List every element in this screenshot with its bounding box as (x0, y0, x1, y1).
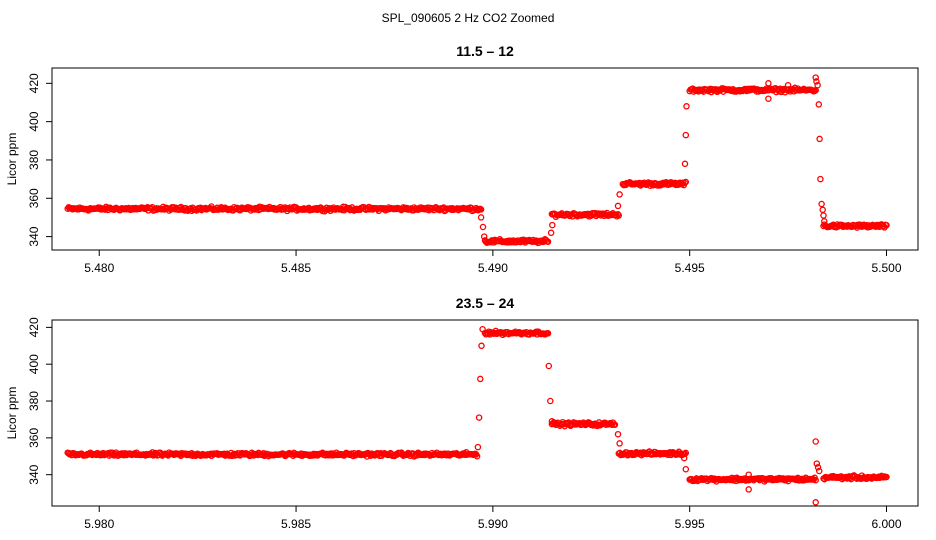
x-tick-label: 5.995 (675, 517, 705, 531)
series-segment-2 (481, 236, 552, 247)
y-axis-label: Licor ppm (5, 133, 19, 186)
data-point (765, 95, 772, 102)
x-tick-label: 5.485 (281, 261, 311, 275)
y-tick-label: 380 (27, 391, 41, 411)
data-point (474, 443, 482, 451)
x-tick-label: 5.980 (84, 517, 114, 531)
data-point (479, 223, 487, 231)
data-point (812, 74, 819, 81)
data-point (765, 80, 772, 87)
plot-frame (51, 67, 919, 251)
data-point (614, 202, 622, 210)
y-tick-label: 340 (27, 226, 41, 246)
data-point (480, 233, 488, 240)
series-segment-5 (686, 474, 819, 485)
data-point (784, 81, 792, 89)
data-point (813, 78, 820, 85)
data-point (682, 465, 690, 473)
data-point (680, 454, 688, 462)
series-segment-5 (686, 84, 819, 96)
x-tick-label: 5.495 (675, 261, 705, 275)
data-point (820, 212, 827, 219)
data-point (682, 178, 690, 186)
panel-title: 11.5 – 12 (456, 43, 514, 59)
data-point (812, 438, 819, 445)
y-tick-label: 400 (27, 354, 41, 374)
data-point (883, 473, 890, 481)
data-point (745, 471, 752, 478)
data-point (547, 397, 554, 405)
data-point (477, 214, 485, 221)
data-point (883, 221, 890, 229)
data-point (815, 467, 823, 475)
data-point (682, 131, 690, 139)
series-segment-6 (820, 221, 890, 231)
series-segment-1 (64, 449, 481, 460)
chart-panel-1: 11.5 – 12 Licor ppm 5.480 5.485 5.490 5.495 5.… (5, 43, 919, 275)
data-point (562, 420, 569, 427)
series-segment-1 (64, 203, 485, 215)
data-point (547, 229, 555, 237)
data-point (477, 206, 485, 213)
y-tick-label: 400 (27, 111, 41, 131)
series-segment-4 (615, 448, 690, 459)
data-point (745, 486, 752, 493)
x-tick-label: 5.500 (871, 261, 901, 275)
data-point (475, 414, 483, 421)
x-tick-label: 6.000 (871, 517, 901, 531)
data-point (821, 218, 828, 225)
y-tick-label: 360 (27, 428, 41, 448)
data-point (818, 200, 825, 208)
data-point (813, 460, 821, 467)
data-points (64, 325, 890, 506)
plot-frame (51, 319, 919, 507)
data-point (544, 330, 552, 337)
y-tick-label: 380 (27, 150, 41, 170)
data-point (549, 221, 556, 229)
x-tick-label: 5.985 (281, 517, 311, 531)
data-point (814, 81, 821, 89)
data-point (819, 206, 826, 214)
data-point (814, 464, 822, 471)
figure-title: SPL_090605 2 Hz CO2 Zoomed (382, 11, 555, 25)
x-tick-label: 5.990 (478, 517, 508, 531)
data-point (477, 375, 484, 383)
chart-panel-2: 23.5 – 24 Licor ppm 5.980 5.985 5.990 5.995 6.… (5, 295, 919, 531)
data-point (616, 440, 623, 447)
series-segment-3 (548, 209, 623, 221)
data-point (614, 430, 622, 438)
y-tick-label: 420 (27, 317, 41, 337)
panel-title: 23.5 – 24 (456, 295, 515, 311)
data-point (683, 103, 690, 110)
data-point (817, 175, 824, 183)
data-point (681, 450, 689, 458)
data-points (64, 74, 890, 247)
series-segment-4 (619, 178, 690, 189)
series-segment-6 (820, 472, 890, 483)
data-point (816, 135, 823, 143)
data-point (548, 418, 556, 425)
data-point (544, 238, 552, 245)
data-point (479, 325, 486, 333)
data-point (615, 212, 623, 219)
data-point (478, 342, 485, 350)
y-tick-label: 360 (27, 188, 41, 208)
data-point (815, 101, 823, 108)
y-axis-label: Licor ppm (5, 387, 19, 440)
data-point (681, 179, 689, 187)
y-tick-label: 420 (27, 73, 41, 93)
data-point (812, 499, 819, 506)
data-point (681, 160, 689, 168)
y-tick-label: 340 (27, 464, 41, 484)
x-tick-label: 5.480 (84, 261, 114, 275)
data-point (611, 421, 619, 428)
data-point (545, 362, 553, 370)
x-tick-label: 5.490 (478, 261, 508, 275)
data-point (616, 191, 623, 198)
data-point (473, 452, 481, 460)
series-segment-2 (481, 327, 552, 339)
data-point (812, 476, 819, 484)
series-segment-3 (548, 418, 619, 430)
